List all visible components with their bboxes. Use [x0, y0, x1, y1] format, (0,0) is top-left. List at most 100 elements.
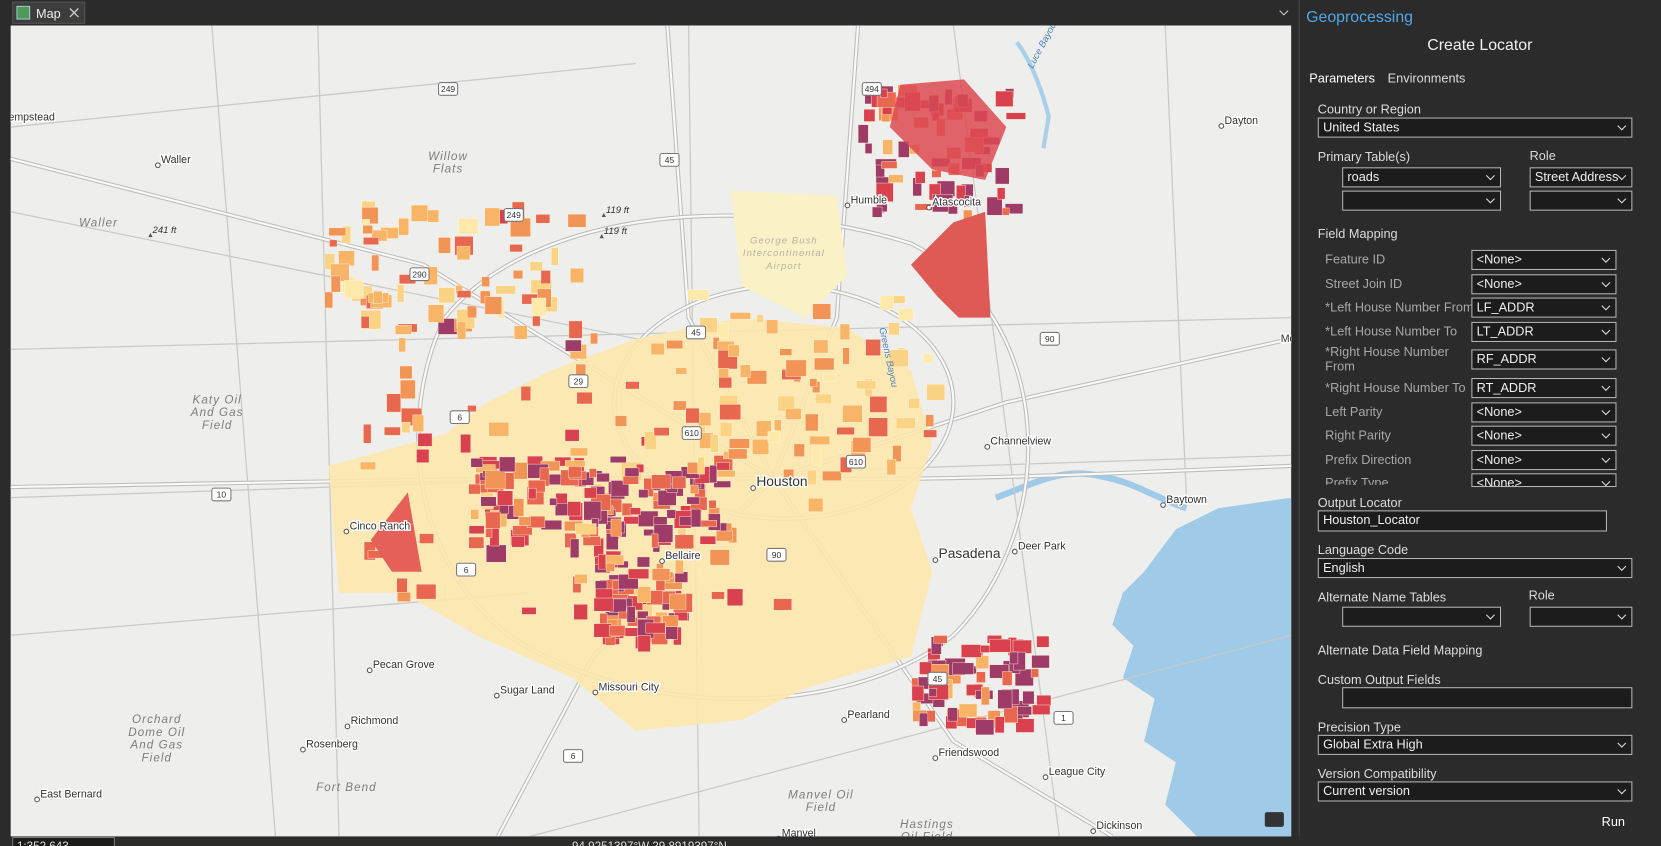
run-label[interactable]: Run [1601, 814, 1625, 830]
tract [719, 422, 733, 437]
tract [629, 507, 641, 515]
tract [956, 185, 966, 202]
place-label: Bellaire [665, 550, 700, 562]
tract [952, 662, 974, 675]
tract [324, 291, 333, 309]
field-name: *Right House Number From [1325, 344, 1449, 374]
tract [583, 501, 602, 521]
field-dropdown[interactable]: <None> [1471, 249, 1617, 270]
field-dropdown[interactable]: <None> [1471, 449, 1617, 471]
tract [412, 414, 424, 432]
place-dot [932, 755, 939, 761]
tract [329, 239, 338, 247]
field-dropdown[interactable]: <None> [1471, 473, 1617, 488]
field-name: Right Parity [1325, 427, 1391, 443]
field-dropdown[interactable]: LT_ADDR [1471, 321, 1617, 342]
field-dropdown[interactable]: <None> [1471, 402, 1617, 423]
role-dropdown-empty[interactable] [1529, 190, 1633, 211]
language-dropdown[interactable]: English [1317, 557, 1633, 579]
tract [756, 420, 772, 437]
field-name: Prefix Type [1325, 475, 1389, 491]
tract-ne2 [889, 79, 1007, 180]
tract [513, 498, 525, 517]
tract [568, 466, 582, 479]
tract [697, 412, 712, 427]
place-label: Humble [851, 194, 888, 206]
tract [531, 297, 547, 317]
environments-tab[interactable]: Environments [1387, 70, 1466, 86]
route-shield [1039, 331, 1060, 346]
tract [872, 206, 883, 218]
output-input[interactable]: Houston_Locator [1317, 510, 1607, 532]
elevation-label: 119 ft [604, 226, 627, 237]
tract [371, 229, 388, 242]
field-dropdown[interactable]: LF_ADDR [1471, 297, 1617, 318]
tract [1036, 635, 1050, 648]
primary-label: Primary Table(s) [1317, 149, 1411, 165]
tract [773, 598, 792, 611]
field-dropdown[interactable]: RT_ADDR [1471, 377, 1617, 399]
alt-role-label: Role [1528, 587, 1555, 603]
place-dot [343, 528, 350, 535]
custom-fields-input[interactable] [1342, 687, 1633, 709]
field-dropdown[interactable]: RF_ADDR [1471, 349, 1617, 370]
tract [372, 290, 383, 304]
table-dropdown[interactable]: roads [1342, 167, 1502, 188]
tract [710, 434, 719, 453]
road [211, 25, 277, 837]
place-dot [926, 204, 932, 211]
version-dropdown[interactable]: Current version [1317, 781, 1633, 802]
tract [718, 377, 732, 389]
tract [1003, 706, 1018, 723]
tract [614, 415, 627, 427]
tract [567, 213, 587, 228]
tab-bar [0, 0, 1299, 26]
tract [895, 417, 916, 429]
tract [582, 536, 601, 546]
tract [662, 603, 670, 611]
tract [812, 447, 822, 466]
field-dropdown[interactable]: <None> [1471, 274, 1617, 295]
precision-dropdown[interactable]: Global Extra High [1317, 734, 1633, 755]
tract [540, 270, 551, 284]
tract [400, 379, 416, 399]
tract [898, 141, 910, 158]
tract [980, 686, 990, 706]
tract [923, 429, 937, 438]
tract [488, 421, 510, 437]
tract [997, 187, 1006, 200]
tract [836, 426, 855, 435]
alt-table-dropdown[interactable] [1342, 606, 1502, 627]
tract [528, 487, 537, 500]
table-dropdown-empty[interactable] [1342, 190, 1502, 211]
tract [624, 467, 640, 477]
tract [456, 290, 472, 298]
route-shield [568, 374, 589, 389]
tract [728, 344, 740, 357]
tract [470, 509, 480, 520]
parameters-tab[interactable]: Parameters [1309, 70, 1376, 86]
tract [807, 469, 817, 486]
field-name: *Left House Number To [1325, 323, 1458, 339]
field-name: Feature ID [1325, 251, 1386, 267]
alternate-label: Alternate Name Tables [1317, 589, 1447, 605]
place-label: Channelview [990, 436, 1051, 448]
route-shield [563, 749, 584, 763]
tract [865, 339, 881, 356]
role-dropdown[interactable]: Street Address [1529, 167, 1633, 188]
country-dropdown[interactable]: United States [1317, 117, 1633, 138]
tract [740, 364, 751, 378]
tract [933, 635, 948, 644]
place-label: Manvel [782, 827, 816, 839]
tract [1002, 671, 1013, 686]
tract [989, 638, 1012, 653]
field-dropdown[interactable]: <None> [1471, 425, 1617, 446]
route-shield [409, 267, 430, 282]
area-label: Oil Field [901, 831, 953, 844]
tract [666, 509, 676, 519]
tract [976, 671, 986, 683]
road [317, 25, 340, 837]
alt-role-dropdown[interactable] [1529, 606, 1633, 627]
elev-marker [601, 212, 606, 218]
